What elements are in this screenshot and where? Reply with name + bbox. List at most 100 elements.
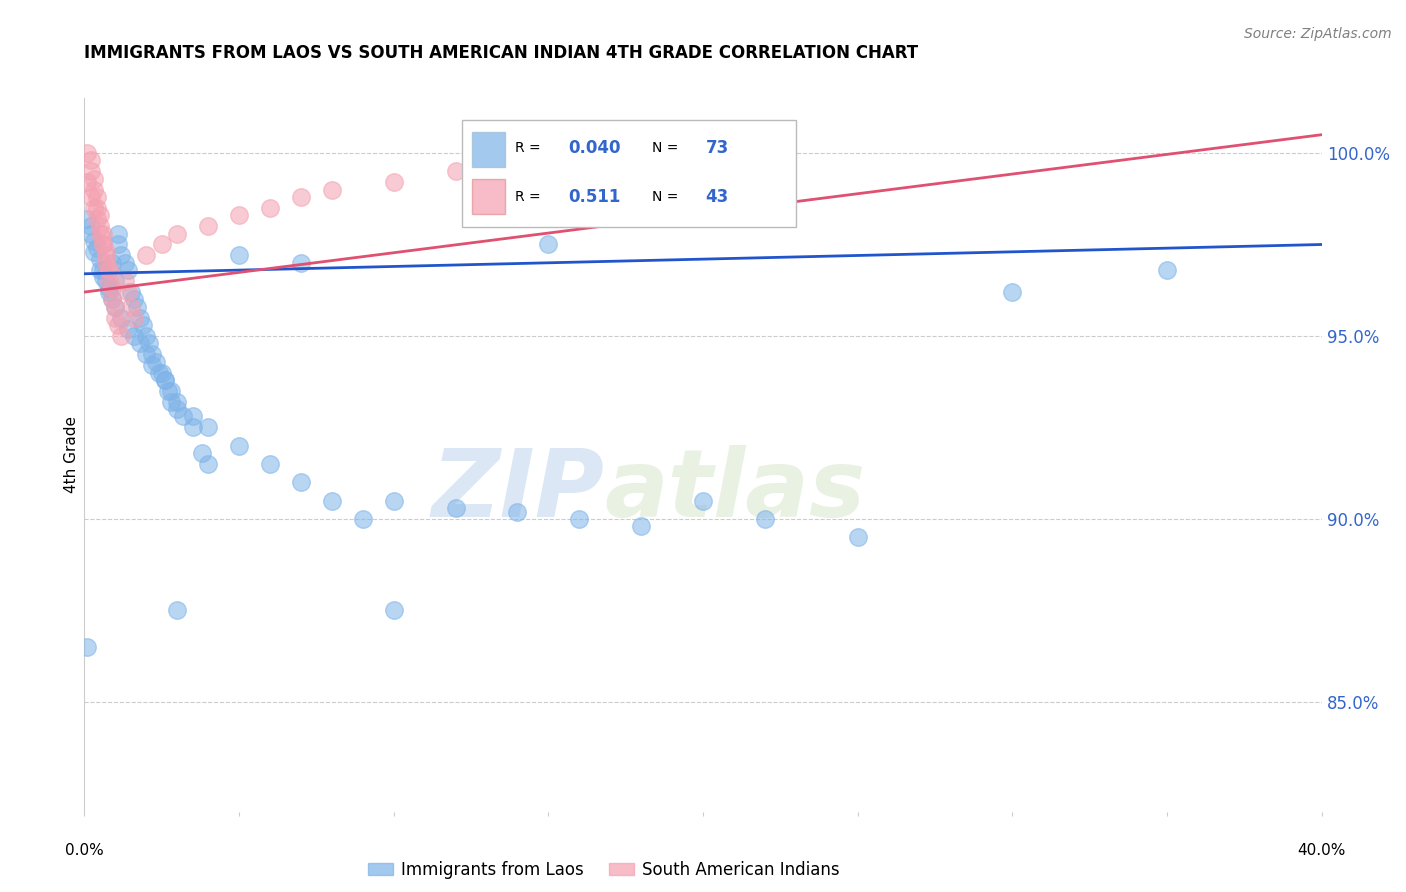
Point	[290, 475, 312, 490]
Point	[94, 244, 117, 259]
Point	[91, 263, 114, 277]
Point	[141, 358, 163, 372]
Point	[76, 175, 98, 189]
Point	[79, 190, 101, 204]
Point	[197, 457, 219, 471]
Text: 40.0%: 40.0%	[1298, 843, 1346, 858]
Point	[104, 300, 127, 314]
Point	[259, 457, 281, 471]
Point	[160, 384, 183, 398]
Point	[79, 227, 101, 241]
Point	[1156, 263, 1178, 277]
Point	[141, 347, 163, 361]
Point	[846, 530, 869, 544]
Point	[104, 274, 127, 288]
Point	[537, 237, 560, 252]
Point	[153, 373, 176, 387]
Point	[160, 395, 183, 409]
Point	[89, 252, 111, 267]
Point	[76, 146, 98, 161]
Point	[135, 347, 157, 361]
Text: IMMIGRANTS FROM LAOS VS SOUTH AMERICAN INDIAN 4TH GRADE CORRELATION CHART: IMMIGRANTS FROM LAOS VS SOUTH AMERICAN I…	[84, 45, 918, 62]
Point	[166, 603, 188, 617]
Point	[321, 493, 343, 508]
Point	[86, 241, 108, 255]
Point	[83, 183, 105, 197]
Point	[382, 175, 405, 189]
Point	[444, 164, 467, 178]
Point	[228, 248, 250, 262]
Point	[132, 318, 155, 332]
Point	[91, 237, 114, 252]
Point	[166, 395, 188, 409]
Point	[101, 256, 124, 270]
Point	[86, 190, 108, 204]
Point	[107, 318, 129, 332]
Point	[94, 248, 117, 262]
Point	[104, 300, 127, 314]
Point	[107, 237, 129, 252]
Point	[98, 281, 121, 295]
Point	[129, 310, 152, 325]
Point	[86, 201, 108, 215]
Point	[129, 336, 152, 351]
Point	[83, 171, 105, 186]
Point	[89, 263, 111, 277]
Point	[76, 640, 98, 654]
Point	[145, 354, 167, 368]
Point	[506, 505, 529, 519]
Point	[91, 237, 114, 252]
Point	[110, 248, 132, 262]
Point	[89, 208, 111, 222]
Point	[122, 293, 145, 307]
Point	[352, 512, 374, 526]
Point	[156, 384, 179, 398]
Point	[125, 300, 148, 314]
Point	[76, 211, 98, 226]
Point	[692, 493, 714, 508]
Point	[98, 274, 121, 288]
Point	[94, 256, 117, 270]
Point	[630, 519, 652, 533]
Point	[98, 285, 121, 299]
Point	[120, 300, 142, 314]
Point	[259, 201, 281, 215]
Point	[382, 603, 405, 617]
Point	[89, 227, 111, 241]
Point	[444, 500, 467, 515]
Point	[79, 219, 101, 234]
Legend: Immigrants from Laos, South American Indians: Immigrants from Laos, South American Ind…	[361, 855, 846, 886]
Point	[117, 285, 139, 299]
Point	[197, 219, 219, 234]
Text: ZIP: ZIP	[432, 444, 605, 537]
Point	[98, 263, 121, 277]
Point	[191, 446, 214, 460]
Point	[89, 219, 111, 234]
Point	[83, 244, 105, 259]
Point	[120, 285, 142, 299]
Point	[321, 183, 343, 197]
Point	[114, 256, 136, 270]
Text: Source: ZipAtlas.com: Source: ZipAtlas.com	[1244, 27, 1392, 41]
Point	[114, 274, 136, 288]
Point	[181, 420, 204, 434]
Point	[83, 234, 105, 248]
Point	[181, 409, 204, 424]
Point	[568, 512, 591, 526]
Text: atlas: atlas	[605, 444, 865, 537]
Text: 0.0%: 0.0%	[65, 843, 104, 858]
Point	[166, 227, 188, 241]
Point	[79, 153, 101, 168]
Point	[138, 336, 160, 351]
Point	[117, 263, 139, 277]
Point	[107, 227, 129, 241]
Point	[83, 201, 105, 215]
Point	[150, 237, 173, 252]
Point	[79, 164, 101, 178]
Point	[290, 190, 312, 204]
Point	[382, 493, 405, 508]
Point	[150, 366, 173, 380]
Point	[101, 293, 124, 307]
Point	[228, 208, 250, 222]
Point	[754, 512, 776, 526]
